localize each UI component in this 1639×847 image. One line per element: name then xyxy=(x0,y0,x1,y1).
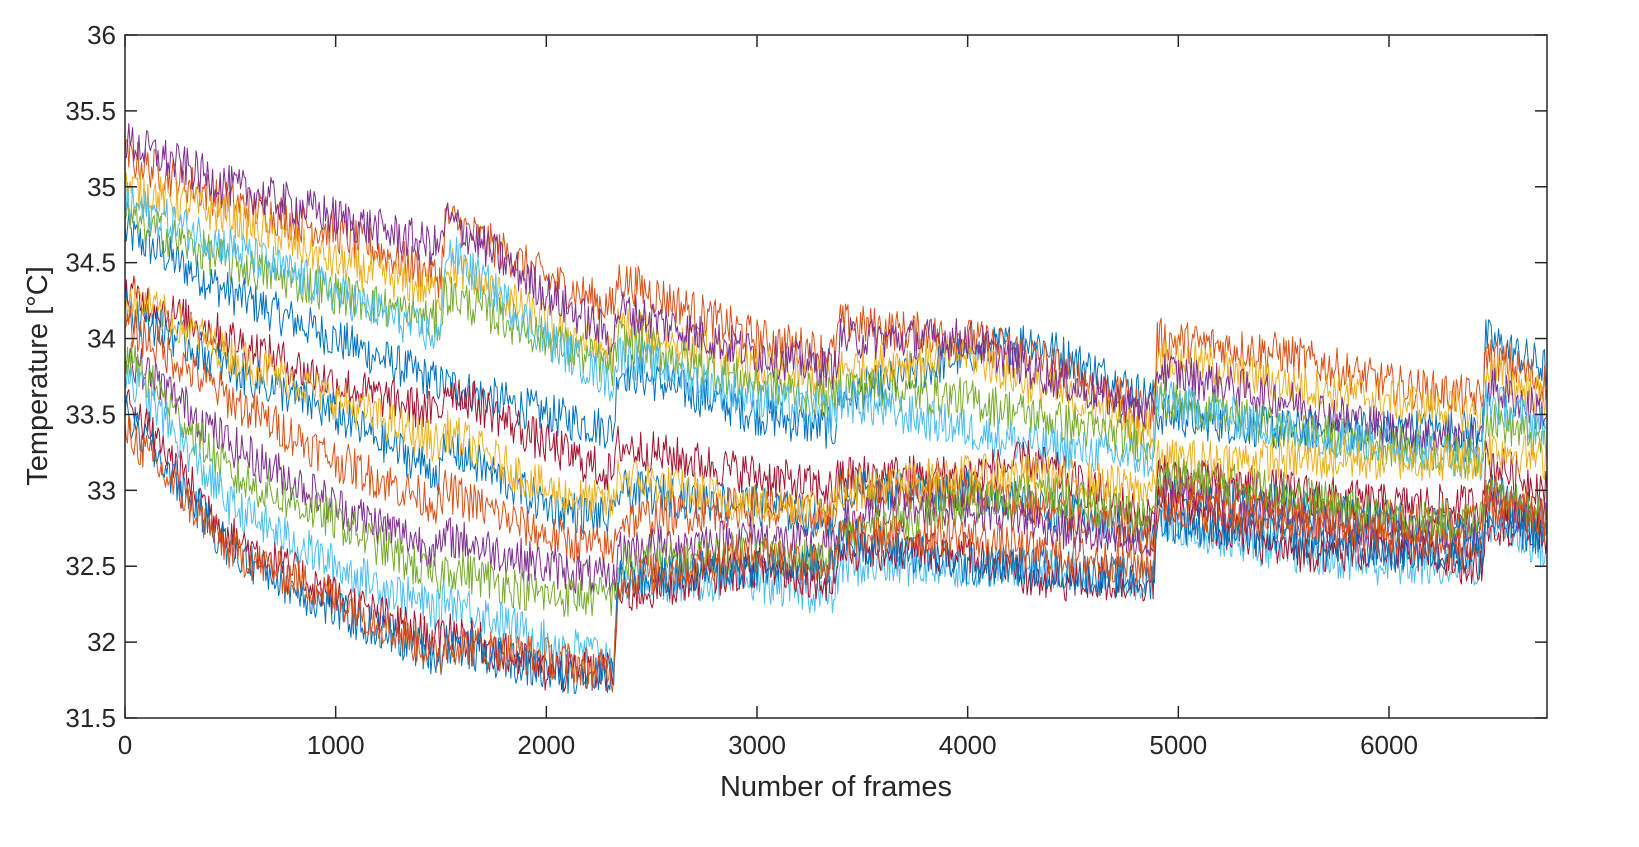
x-tick-label: 2000 xyxy=(517,730,575,760)
series-line-16 xyxy=(124,414,1548,693)
series-line-9 xyxy=(124,305,1548,568)
y-tick-label: 35.5 xyxy=(65,96,116,126)
y-tick-label: 32 xyxy=(87,627,116,657)
y-tick-label: 34 xyxy=(87,324,116,354)
x-tick-label: 5000 xyxy=(1149,730,1207,760)
series-line-2 xyxy=(124,139,1548,430)
x-tick-label: 3000 xyxy=(728,730,786,760)
y-tick-label: 33 xyxy=(87,475,116,505)
series-line-1 xyxy=(124,212,1548,452)
plot-frame xyxy=(124,34,1548,719)
y-axis-ticks: 31.5 32 32.5 33 33.5 34 34.5 35 35.5 36 xyxy=(65,20,1547,733)
y-tick-label: 35 xyxy=(87,172,116,202)
y-tick-label: 34.5 xyxy=(65,248,116,278)
x-tick-label: 1000 xyxy=(307,730,365,760)
y-axis-label: Temperature [°C] xyxy=(22,266,54,486)
x-tick-label: 4000 xyxy=(939,730,997,760)
y-tick-label: 33.5 xyxy=(65,399,116,429)
y-tick-label: 32.5 xyxy=(65,551,116,581)
x-axis-ticks: 0 1000 2000 3000 4000 5000 6000 xyxy=(118,35,1418,760)
series-layer xyxy=(124,123,1548,694)
series-line-4 xyxy=(124,123,1548,463)
x-tick-label: 6000 xyxy=(1360,730,1418,760)
y-tick-label: 36 xyxy=(87,20,116,50)
y-tick-label: 31.5 xyxy=(65,703,116,733)
x-tick-label: 0 xyxy=(118,730,132,760)
series-line-14 xyxy=(124,389,1548,692)
series-line-10 xyxy=(124,278,1548,527)
series-line-12 xyxy=(124,341,1548,618)
series-line-6 xyxy=(124,181,1548,481)
x-axis-label: Number of frames xyxy=(720,771,952,803)
